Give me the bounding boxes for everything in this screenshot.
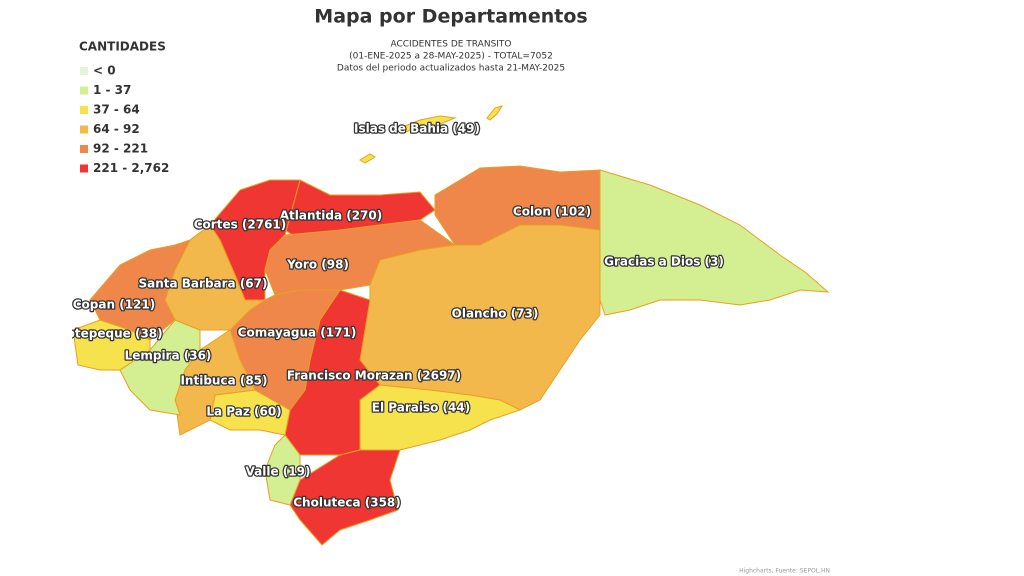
department xyxy=(359,153,376,164)
department xyxy=(72,319,151,371)
department-label: Cortes (2761) xyxy=(194,218,287,232)
legend-label: 221 - 2,762 xyxy=(93,161,169,175)
department xyxy=(89,239,191,341)
department-label: Colon (102) xyxy=(513,205,591,219)
department-label: La Paz (60) xyxy=(206,405,281,419)
legend-swatch xyxy=(80,106,88,114)
department xyxy=(264,434,301,506)
department xyxy=(599,169,830,316)
department-label: Gracias a Dios (3) xyxy=(604,255,724,269)
legend-swatch xyxy=(80,125,88,134)
subtitle: Datos del periodo actualizados hasta 21-… xyxy=(337,64,565,74)
legend-label: < 0 xyxy=(93,64,116,78)
department-label: Islas de Bahia (49) xyxy=(354,122,480,136)
department-label: Santa Barbara (67) xyxy=(138,277,267,291)
department-label: Comayagua (171) xyxy=(238,326,357,340)
department-label: Francisco Morazan (2697) xyxy=(287,369,461,383)
department-label: Olancho (73) xyxy=(452,307,539,321)
department-label: Copan (121) xyxy=(73,298,155,312)
legend-title: CANTIDADES xyxy=(79,40,166,54)
legend-label: 1 - 37 xyxy=(93,83,131,97)
legend-swatch xyxy=(80,164,88,173)
legend-swatch xyxy=(80,67,88,75)
credit: Highcharts, Fuente: SEPOL.HN xyxy=(739,568,830,575)
legend-label: 37 - 64 xyxy=(93,103,140,117)
subtitle: ACCIDENTES DE TRANSITO xyxy=(390,40,511,50)
department-label: Atlantida (270) xyxy=(280,209,383,223)
legend-label: 64 - 92 xyxy=(93,122,140,136)
department xyxy=(399,115,457,133)
department-label: Lempira (36) xyxy=(125,349,212,363)
department-label: El Paraiso (44) xyxy=(372,401,470,415)
legend-swatch xyxy=(80,145,88,153)
legend-swatch xyxy=(80,86,88,95)
department-label: Yoro (98) xyxy=(286,258,349,272)
department-label: Valle (19) xyxy=(246,465,311,479)
department xyxy=(486,105,504,121)
title: Mapa por Departamentos xyxy=(314,6,587,28)
subtitle: (01-ENE-2025 a 28-MAY-2025) - TOTAL=7052 xyxy=(349,52,553,62)
department-label: Choluteca (358) xyxy=(293,496,401,510)
department-label: Intibuca (85) xyxy=(180,374,267,388)
department-label: Ocotepeque (38) xyxy=(49,327,162,341)
legend-label: 92 - 221 xyxy=(93,142,148,156)
